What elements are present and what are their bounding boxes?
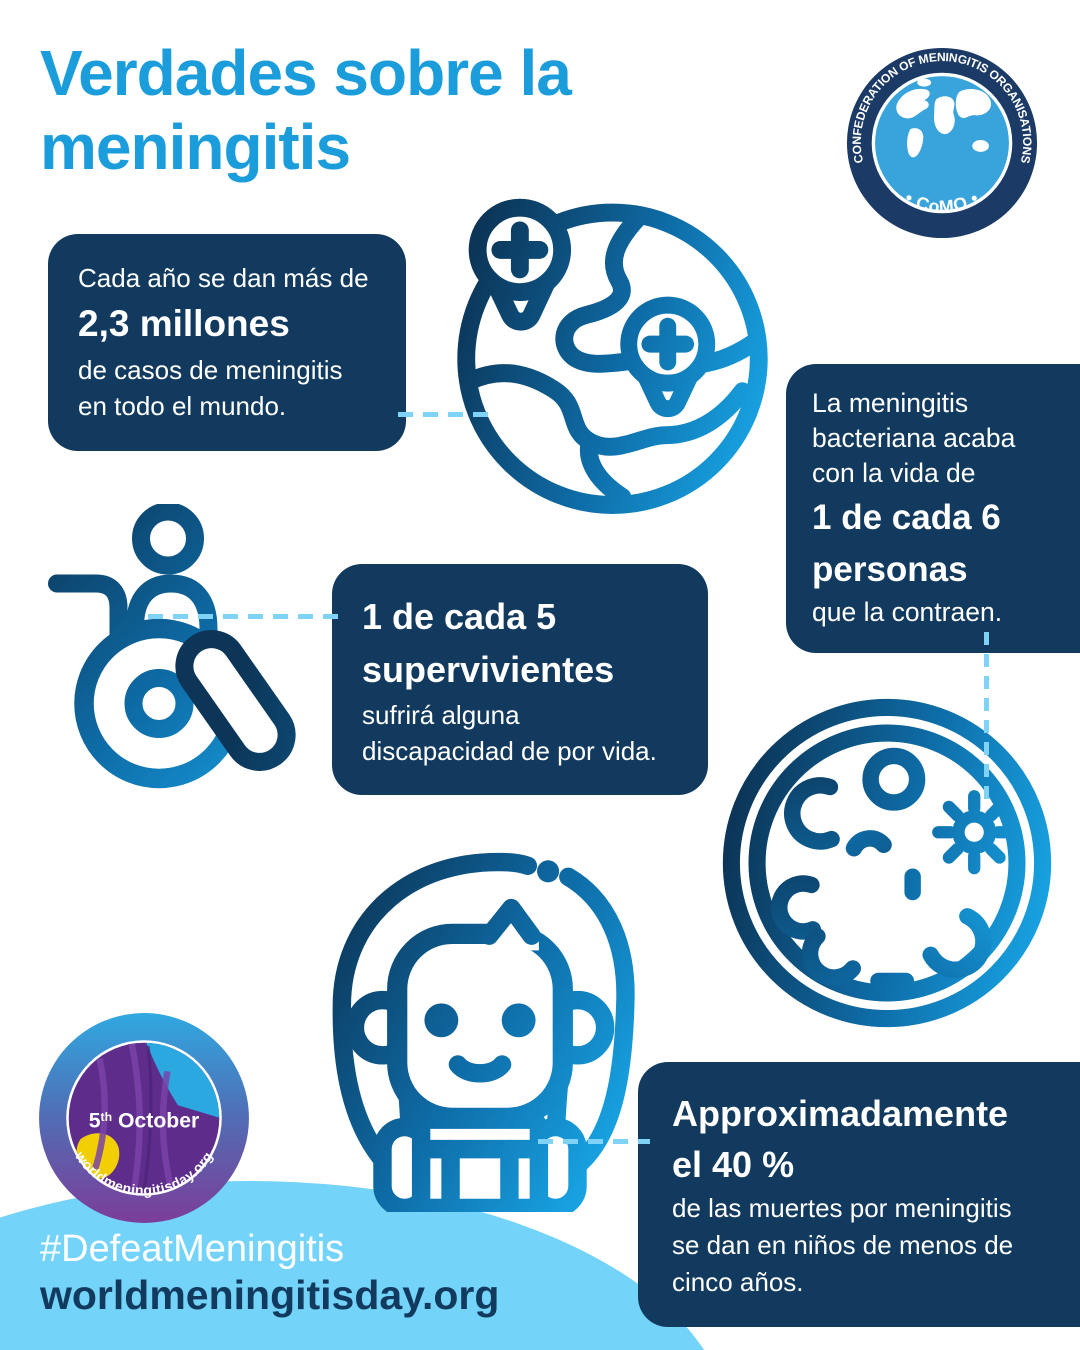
fact-box-disability: 1 de cada 5 supervivientes sufrirá algun… xyxy=(332,564,708,796)
fact-highlight: 1 de cada 6 personas xyxy=(812,497,1001,589)
website-url-text: worldmeningitisday.org xyxy=(40,1272,500,1318)
fact-highlight: 2,3 millones xyxy=(78,303,290,345)
fact-text: de las muertes por meningitis se dan en … xyxy=(672,1193,1014,1298)
badge-date-text: 5th October xyxy=(89,1110,200,1133)
fact-box-cases: Cada año se dan más de 2,3 millones de c… xyxy=(48,234,406,451)
globe-location-pins-icon xyxy=(457,198,768,514)
world-map-continents xyxy=(896,78,992,158)
map-pin-plus-icon xyxy=(468,198,572,331)
fact-highlight: Approximadamente el 40 % xyxy=(672,1093,1009,1186)
fact-text: que la contraen. xyxy=(812,597,1003,628)
page-title: Verdades sobre la meningitis xyxy=(40,37,572,184)
fact-text: de casos de meningitis en todo el mundo. xyxy=(78,354,343,422)
fact-text: Cada año se dan más de xyxy=(78,263,369,293)
flag-artwork xyxy=(68,1042,220,1194)
world-meningitis-day-badge: 5th October WORLD MENINGITIS DAY worldme… xyxy=(39,1012,249,1223)
hashtag-text: #DefeatMeningitis xyxy=(40,1228,345,1270)
child-girl-icon xyxy=(332,852,635,1212)
connector-dash-deaths-petri xyxy=(984,632,989,804)
connector-dash-girl-children xyxy=(538,1139,650,1144)
fact-box-children: Approximadamente el 40 % de las muertes … xyxy=(638,1062,1080,1327)
petri-dish-bacteria-icon xyxy=(722,698,1052,1028)
fact-text: La meningitis bacteriana acaba con la vi… xyxy=(812,388,1016,489)
connector-dash-wheelchair-disability xyxy=(148,614,340,619)
fact-highlight: 1 de cada 5 supervivientes xyxy=(362,596,615,691)
map-pin-plus-icon xyxy=(620,296,716,418)
connector-dash-cases-globe xyxy=(398,412,494,417)
wheelchair-user-icon xyxy=(48,504,296,789)
virus-gear-icon xyxy=(932,790,1017,875)
fact-box-deaths: La meningitis bacteriana acaba con la vi… xyxy=(786,364,1080,653)
como-logo: CONFEDERATION OF MENINGITIS ORGANISATION… xyxy=(843,44,1041,242)
bacteria-shapes xyxy=(771,777,992,990)
fact-text: sufrirá alguna discapacidad de por vida. xyxy=(362,699,657,766)
